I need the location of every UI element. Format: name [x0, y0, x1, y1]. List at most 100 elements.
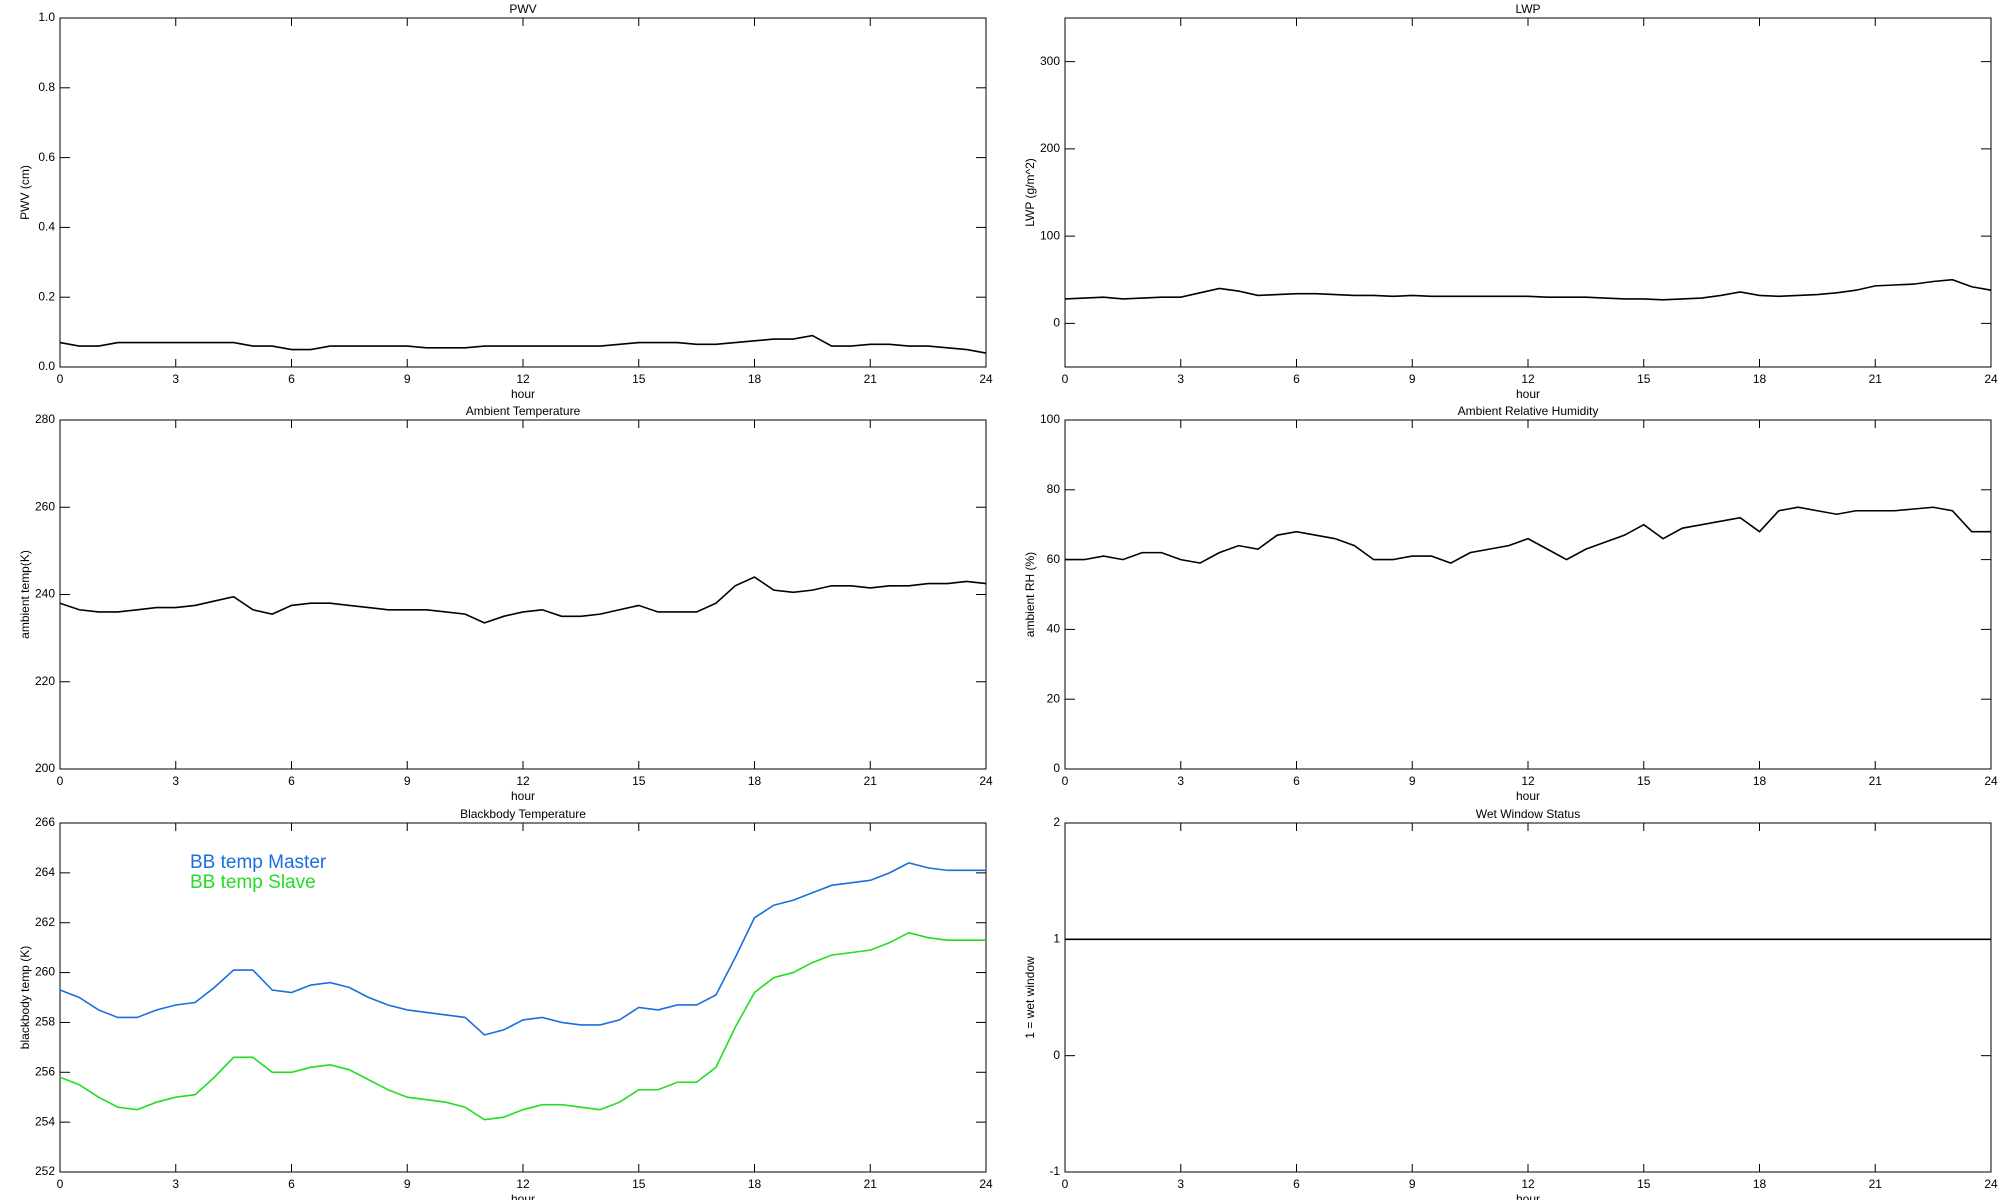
x-tick-label: 6 — [288, 372, 295, 386]
x-tick-label: 0 — [1062, 774, 1069, 788]
x-tick-label: 6 — [1293, 1177, 1300, 1191]
x-tick-label: 9 — [1409, 372, 1416, 386]
y-tick-label: 40 — [1047, 622, 1061, 636]
x-tick-label: 9 — [404, 372, 411, 386]
x-tick-label: 24 — [1984, 372, 1998, 386]
x-tick-label: 12 — [1521, 1177, 1535, 1191]
plot-frame — [59, 17, 987, 368]
x-tick-label: 15 — [632, 1177, 646, 1191]
y-tick-label: 260 — [35, 499, 55, 513]
x-tick-label: 21 — [864, 1177, 878, 1191]
y-tick-label: 264 — [35, 865, 55, 879]
x-tick-label: 12 — [516, 1177, 530, 1191]
y-tick-label: 20 — [1047, 691, 1061, 705]
legend-entry: BB temp Master — [190, 852, 327, 873]
data-line — [59, 334, 987, 354]
x-tick-label: 3 — [1177, 774, 1184, 788]
x-tick-label: 15 — [632, 774, 646, 788]
x-axis-label: hour — [511, 1192, 535, 1200]
chart-title: Ambient Relative Humidity — [1458, 404, 1599, 418]
y-axis-label: PWV (cm) — [18, 165, 32, 220]
x-tick-label: 18 — [748, 774, 762, 788]
y-tick-label: -1 — [1049, 1164, 1060, 1178]
x-tick-label: 21 — [1869, 1177, 1883, 1191]
x-tick-label: 18 — [748, 372, 762, 386]
x-tick-label: 21 — [1869, 372, 1883, 386]
x-tick-label: 24 — [1984, 1177, 1998, 1191]
x-tick-label: 24 — [979, 1177, 993, 1191]
data-line — [59, 931, 986, 1121]
y-tick-label: 1 — [1053, 932, 1060, 946]
chart-title: PWV — [509, 2, 536, 16]
legend-entry: BB temp Slave — [190, 872, 316, 893]
y-tick-label: 100 — [1040, 412, 1060, 426]
x-tick-label: 18 — [1753, 1177, 1767, 1191]
x-tick-label: 24 — [979, 774, 993, 788]
x-tick-label: 3 — [172, 774, 179, 788]
x-tick-label: 21 — [864, 372, 878, 386]
y-tick-label: 258 — [35, 1015, 55, 1029]
y-tick-label: 260 — [35, 965, 55, 979]
y-tick-label: 1.0 — [38, 10, 55, 24]
y-tick-label: 220 — [35, 674, 55, 688]
x-tick-label: 15 — [1637, 1177, 1651, 1191]
chart-title: Blackbody Temperature — [460, 807, 586, 821]
x-tick-label: 3 — [1177, 1177, 1184, 1191]
y-tick-label: 262 — [35, 915, 55, 929]
y-axis-label: ambient RH (%) — [1023, 552, 1037, 637]
y-tick-label: 0.4 — [38, 220, 55, 234]
x-tick-label: 3 — [172, 1177, 179, 1191]
y-tick-label: 0 — [1053, 1048, 1060, 1062]
x-tick-label: 6 — [1293, 372, 1300, 386]
x-tick-label: 18 — [748, 1177, 762, 1191]
x-axis-label: hour — [1516, 1192, 1540, 1200]
x-axis-label: hour — [1516, 789, 1540, 803]
x-tick-label: 3 — [172, 372, 179, 386]
x-tick-label: 21 — [864, 774, 878, 788]
y-tick-label: 0.2 — [38, 289, 55, 303]
x-tick-label: 18 — [1753, 372, 1767, 386]
data-line — [59, 862, 986, 1036]
x-tick-label: 9 — [404, 774, 411, 788]
y-tick-label: 200 — [1040, 141, 1060, 155]
chart-title: Wet Window Status — [1476, 807, 1580, 821]
x-tick-label: 15 — [632, 372, 646, 386]
x-tick-label: 6 — [288, 774, 295, 788]
x-tick-label: 0 — [57, 372, 64, 386]
y-axis-label: 1 = wet window — [1023, 956, 1037, 1039]
x-tick-label: 0 — [57, 1177, 64, 1191]
x-tick-label: 12 — [516, 774, 530, 788]
x-tick-label: 6 — [288, 1177, 295, 1191]
chart-title: LWP — [1515, 2, 1540, 16]
x-tick-label: 18 — [1753, 774, 1767, 788]
x-axis-label: hour — [511, 789, 535, 803]
x-tick-label: 9 — [404, 1177, 411, 1191]
y-tick-label: 0.0 — [38, 359, 55, 373]
data-line — [1065, 506, 1991, 564]
y-tick-label: 0 — [1053, 316, 1060, 330]
x-tick-label: 6 — [1293, 774, 1300, 788]
x-tick-label: 0 — [1062, 372, 1069, 386]
x-tick-label: 12 — [1521, 372, 1535, 386]
y-tick-label: 200 — [35, 761, 55, 775]
y-tick-label: 256 — [35, 1064, 55, 1078]
x-tick-label: 12 — [1521, 774, 1535, 788]
y-axis-label: blackbody temp (K) — [18, 946, 32, 1049]
x-tick-label: 0 — [57, 774, 64, 788]
y-tick-label: 252 — [35, 1164, 55, 1178]
y-tick-label: 0.8 — [38, 80, 55, 94]
x-tick-label: 15 — [1637, 774, 1651, 788]
x-tick-label: 9 — [1409, 774, 1416, 788]
x-tick-label: 15 — [1637, 372, 1651, 386]
x-tick-label: 3 — [1177, 372, 1184, 386]
chart-title: Ambient Temperature — [466, 404, 581, 418]
y-tick-label: 0.6 — [38, 150, 55, 164]
x-tick-label: 9 — [1409, 1177, 1416, 1191]
y-axis-label: LWP (g/m^2) — [1023, 158, 1037, 227]
x-tick-label: 24 — [979, 372, 993, 386]
y-tick-label: 100 — [1040, 228, 1060, 242]
y-tick-label: 80 — [1047, 482, 1061, 496]
x-axis-label: hour — [511, 387, 535, 401]
